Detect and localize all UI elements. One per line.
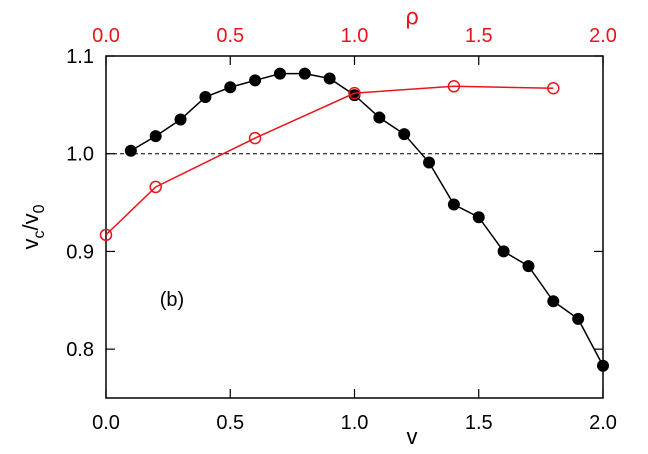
black-series-point	[472, 211, 485, 224]
black-series-point	[124, 144, 137, 157]
black-series-point	[572, 312, 585, 325]
black-series-line	[130, 72, 604, 367]
black-series-point	[298, 67, 311, 80]
black-series-point	[547, 295, 560, 308]
black-series-point	[447, 198, 460, 211]
red-series-point	[547, 81, 560, 95]
y-tick-label: 0.8	[66, 339, 94, 361]
black-series-point	[224, 81, 237, 94]
black-series-point	[497, 245, 510, 258]
x-tick-bottom-label: 2.0	[589, 412, 617, 434]
black-series-point	[249, 74, 262, 87]
black-series-point	[522, 260, 535, 273]
x-tick-bottom-label: 0.0	[92, 412, 120, 434]
y-axis-label: vc/v0	[18, 204, 48, 249]
black-series-point	[199, 91, 212, 104]
plot-frame	[105, 55, 604, 399]
x-tick-top-label: 0.5	[216, 25, 244, 47]
red-series-point	[348, 86, 361, 100]
x-tick-bottom-label: 1.0	[341, 412, 369, 434]
x-axis-label-top: ρ	[405, 5, 419, 30]
x-tick-bottom-label: 0.5	[216, 412, 244, 434]
x-tick-top-label: 1.5	[465, 25, 493, 47]
red-series-point	[248, 131, 262, 145]
red-series-line	[105, 85, 554, 236]
x-tick-bottom-label: 1.5	[465, 412, 493, 434]
x-tick-top-label: 0.0	[92, 25, 120, 47]
black-series-point	[398, 128, 411, 141]
black-series-point	[373, 111, 386, 124]
x-tick-top-label: 1.0	[341, 25, 369, 47]
black-series-point	[423, 156, 436, 169]
black-series-point	[597, 359, 609, 372]
y-tick-label: 0.9	[66, 241, 94, 263]
red-series-point	[99, 228, 113, 242]
x-axis-label-bottom: v	[407, 424, 418, 449]
black-series-point	[323, 72, 336, 85]
red-series-point	[149, 180, 162, 194]
black-series-point	[174, 113, 187, 126]
black-series-point	[273, 67, 286, 80]
panel-label: (b)	[160, 289, 184, 311]
x-tick-top-label: 2.0	[589, 25, 617, 47]
black-series-point	[149, 130, 162, 143]
y-tick-label: 1.0	[66, 144, 94, 166]
red-series-point	[447, 80, 461, 93]
y-tick-label: 1.1	[66, 46, 94, 68]
